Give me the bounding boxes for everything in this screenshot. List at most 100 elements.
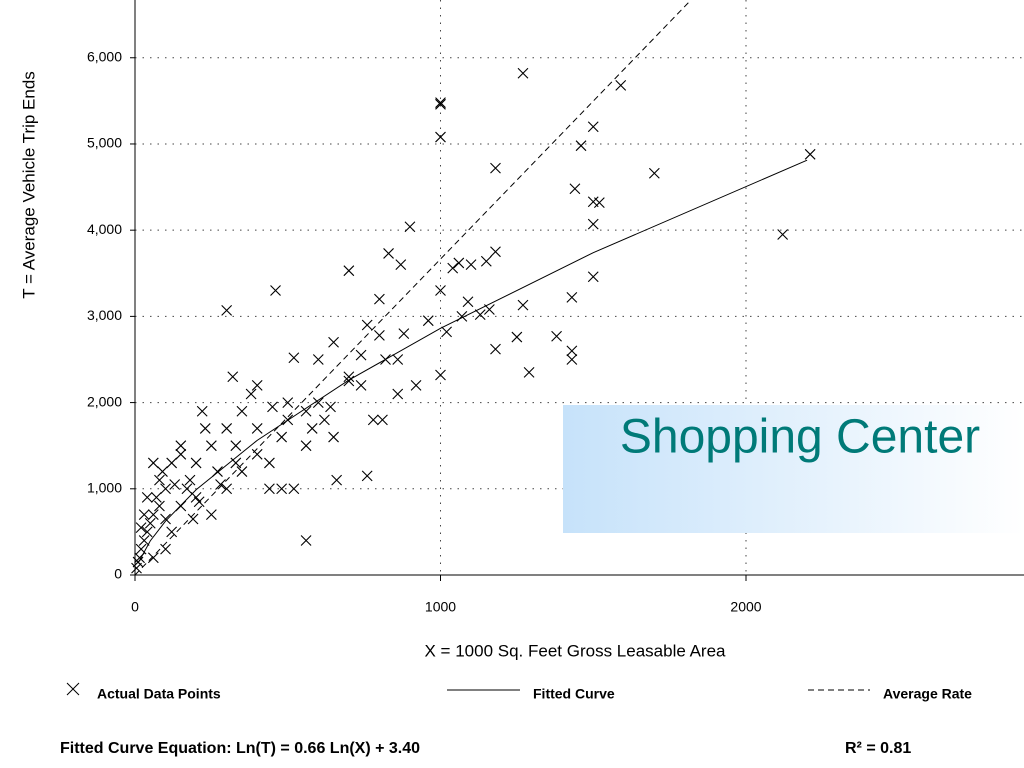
data-point bbox=[566, 345, 578, 357]
data-point bbox=[147, 457, 159, 469]
data-point bbox=[615, 79, 627, 91]
legend-label: Average Rate bbox=[883, 686, 972, 702]
y-axis-label: T = Average Vehicle Trip Ends bbox=[19, 71, 38, 299]
y-tick-label: 3,000 bbox=[87, 307, 122, 323]
annotation: Shopping Center bbox=[620, 411, 980, 464]
data-point bbox=[300, 440, 312, 452]
data-point bbox=[160, 513, 171, 525]
y-tick-label: 0 bbox=[114, 566, 122, 582]
data-point bbox=[160, 543, 171, 555]
data-point bbox=[551, 330, 562, 342]
data-point bbox=[569, 183, 581, 195]
data-point bbox=[157, 466, 168, 477]
data-point bbox=[184, 474, 196, 486]
data-point bbox=[462, 296, 474, 308]
data-point bbox=[343, 265, 355, 277]
data-point bbox=[300, 405, 312, 417]
data-point bbox=[147, 509, 159, 521]
data-point bbox=[141, 492, 153, 503]
data-point bbox=[154, 500, 165, 512]
data-point bbox=[435, 97, 446, 108]
data-point bbox=[276, 431, 288, 443]
data-point bbox=[193, 496, 205, 508]
data-point bbox=[288, 352, 300, 364]
data-point bbox=[490, 246, 501, 258]
y-tick-label: 6,000 bbox=[87, 48, 122, 64]
data-point bbox=[236, 466, 248, 477]
data-point bbox=[593, 197, 605, 208]
y-tick-label: 5,000 bbox=[87, 135, 122, 151]
data-point bbox=[264, 457, 275, 469]
legend-label: Actual Data Points bbox=[97, 686, 221, 702]
data-point bbox=[328, 431, 339, 443]
data-point bbox=[221, 304, 233, 316]
data-point bbox=[465, 259, 477, 271]
data-point bbox=[374, 293, 385, 305]
data-point bbox=[587, 271, 599, 283]
data-point bbox=[230, 457, 242, 469]
data-point bbox=[251, 423, 263, 434]
data-point bbox=[447, 262, 459, 274]
data-point bbox=[395, 259, 407, 271]
data-point bbox=[410, 379, 422, 391]
data-point bbox=[221, 483, 233, 495]
data-point bbox=[355, 379, 367, 391]
data-point bbox=[453, 257, 465, 269]
data-point bbox=[276, 483, 288, 495]
data-point bbox=[154, 474, 165, 486]
data-point bbox=[575, 140, 587, 152]
data-point bbox=[331, 474, 343, 486]
data-point bbox=[227, 371, 239, 383]
data-point bbox=[135, 543, 147, 555]
x-tick-label: 2000 bbox=[730, 599, 761, 615]
data-point bbox=[435, 131, 446, 143]
data-point bbox=[355, 349, 367, 361]
data-point bbox=[398, 328, 410, 340]
x-tick-label: 1000 bbox=[425, 599, 456, 615]
data-point bbox=[312, 397, 324, 408]
data-point bbox=[587, 121, 599, 133]
data-point bbox=[490, 162, 501, 174]
data-point bbox=[190, 457, 202, 469]
data-point bbox=[138, 509, 150, 521]
data-point bbox=[517, 299, 529, 311]
y-tick-label: 1,000 bbox=[87, 479, 122, 495]
data-point bbox=[343, 371, 355, 383]
data-point bbox=[422, 315, 434, 327]
data-point bbox=[441, 326, 452, 338]
y-tick-label: 2,000 bbox=[87, 393, 122, 409]
data-point bbox=[199, 423, 211, 434]
series-line bbox=[134, 0, 692, 576]
data-point bbox=[160, 483, 171, 495]
data-point bbox=[404, 221, 416, 233]
data-point bbox=[264, 483, 275, 495]
data-point bbox=[367, 414, 379, 426]
data-point bbox=[306, 423, 318, 434]
data-point bbox=[135, 522, 147, 533]
data-point bbox=[187, 513, 199, 525]
data-point bbox=[319, 414, 330, 426]
data-point bbox=[435, 369, 446, 381]
data-point bbox=[236, 405, 248, 417]
data-point bbox=[328, 336, 339, 348]
data-point bbox=[480, 255, 492, 267]
data-point bbox=[196, 405, 208, 417]
data-point bbox=[566, 354, 578, 365]
data-point bbox=[648, 167, 660, 179]
data-point bbox=[221, 423, 233, 434]
data-point bbox=[374, 329, 385, 341]
x-axis-label: X = 1000 Sq. Feet Gross Leasable Area bbox=[425, 641, 727, 660]
data-point bbox=[166, 457, 178, 469]
legend-label: Fitted Curve bbox=[533, 686, 615, 702]
data-point bbox=[205, 509, 217, 521]
data-point bbox=[138, 535, 150, 546]
data-point bbox=[147, 552, 159, 564]
data-point bbox=[205, 440, 217, 452]
data-point bbox=[267, 401, 278, 413]
data-point bbox=[511, 331, 523, 343]
data-point bbox=[343, 375, 355, 387]
data-point bbox=[150, 492, 162, 503]
data-point bbox=[517, 67, 529, 79]
data-point bbox=[377, 414, 388, 426]
